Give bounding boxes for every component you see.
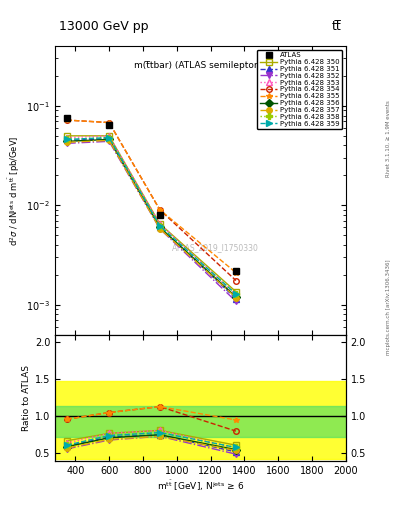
- Text: Rivet 3.1.10, ≥ 1.9M events: Rivet 3.1.10, ≥ 1.9M events: [386, 100, 391, 177]
- Legend: ATLAS, Pythia 6.428 350, Pythia 6.428 351, Pythia 6.428 352, Pythia 6.428 353, P: ATLAS, Pythia 6.428 350, Pythia 6.428 35…: [257, 50, 342, 130]
- Y-axis label: Ratio to ATLAS: Ratio to ATLAS: [22, 365, 31, 431]
- ATLAS: [158, 212, 162, 218]
- Text: 13000 GeV pp: 13000 GeV pp: [59, 20, 149, 33]
- Text: tt̅: tt̅: [332, 20, 342, 33]
- X-axis label: m$^{\mathrm{t\bar{t}}}$ [GeV], N$^{\mathrm{jets}}$ ≥ 6: m$^{\mathrm{t\bar{t}}}$ [GeV], N$^{\math…: [157, 478, 244, 493]
- Text: m(t̅tbar) (ATLAS semileptonic t̅tbar): m(t̅tbar) (ATLAS semileptonic t̅tbar): [134, 60, 296, 70]
- Text: ATLAS_2019_I1750330: ATLAS_2019_I1750330: [171, 244, 259, 252]
- Line: ATLAS: ATLAS: [63, 115, 239, 274]
- ATLAS: [233, 268, 238, 274]
- Text: mcplots.cern.ch [arXiv:1306.3436]: mcplots.cern.ch [arXiv:1306.3436]: [386, 260, 391, 355]
- ATLAS: [107, 121, 112, 127]
- Y-axis label: d$^2$$\sigma$ / dN$^{\mathrm{jets}}$ d m$^{\mathrm{t\bar{t}}}$ [pb/GeV]: d$^2$$\sigma$ / dN$^{\mathrm{jets}}$ d m…: [6, 135, 22, 246]
- ATLAS: [64, 115, 69, 121]
